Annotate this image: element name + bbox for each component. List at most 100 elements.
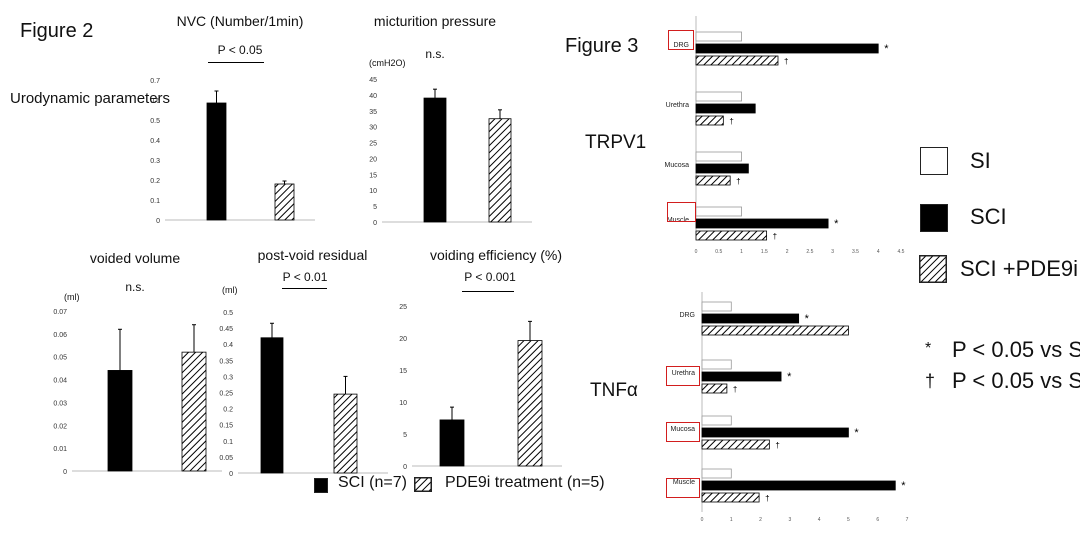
trpv1-muscle-highlight	[667, 202, 696, 222]
ytick-label: 0.45	[219, 326, 233, 333]
bar-sci	[695, 103, 756, 114]
figure2-title: Figure 2	[20, 20, 94, 42]
micturition-title: micturition pressure	[373, 13, 497, 29]
category-label: Muscle	[667, 217, 689, 224]
bar-sci	[423, 97, 447, 223]
ytick-label: 0.07	[53, 309, 67, 316]
legend-sci-label-fig3: SCI	[970, 204, 1007, 229]
nvc-chart: 0 0.1 0.2 0.3 0.4 0.5 0.6 0.7	[150, 78, 315, 225]
ytick-label: 0.02	[53, 423, 67, 430]
trpv1-chart: 0 0.5 1 1.5 2 2.5 3 3.5 4 4.5 DRG * † Urethra † Mucosa †…	[664, 16, 905, 255]
ytick-label: 0.1	[223, 439, 233, 446]
voided-unit: (ml)	[64, 292, 80, 302]
xtick-label: 3	[831, 249, 834, 255]
efficiency-significance: P < 0.001	[464, 270, 516, 284]
bar-si	[701, 301, 732, 312]
bar-sci	[107, 370, 133, 472]
legend-treatment-label: PDE9i treatment (n=5)	[445, 474, 605, 491]
category-label: DRG	[673, 42, 689, 49]
bar-sci	[695, 43, 879, 54]
efficiency-chart: 0 5 10 15 20 25	[399, 304, 562, 471]
significance-marker: †	[765, 494, 769, 503]
ytick-label: 25	[369, 141, 377, 148]
ytick-label: 0.3	[150, 158, 160, 165]
bar-sci-pde9i	[695, 55, 779, 66]
category-label: Urethra	[666, 102, 689, 109]
voided-chart: 0 0.01 0.02 0.03 0.04 0.05 0.06 0.07	[53, 309, 222, 476]
ytick-label: 15	[399, 368, 407, 375]
note-dagger-text: P < 0.05 vs SCI	[952, 368, 1080, 393]
ytick-label: 10	[399, 400, 407, 407]
bar-pde9i	[181, 351, 207, 472]
efficiency-title: voiding efficiency (%)	[430, 247, 563, 263]
xtick-label: 3.5	[852, 249, 859, 255]
bar-pde9i	[488, 118, 512, 223]
legend-pde9i-swatch	[919, 255, 947, 283]
ytick-label: 25	[399, 304, 407, 311]
ytick-label: 0.2	[223, 407, 233, 414]
ytick-label: 0.35	[219, 358, 233, 365]
significance-marker: *	[805, 313, 810, 325]
ytick-label: 0.25	[219, 391, 233, 398]
bar-sci-pde9i	[695, 115, 724, 126]
bar-sci-pde9i	[701, 325, 849, 336]
bar-si	[701, 468, 732, 479]
category-label: Muscle	[673, 479, 695, 486]
ytick-label: 0.04	[53, 378, 67, 385]
significance-marker: *	[787, 371, 792, 383]
bar-pde9i	[333, 393, 358, 474]
xtick-label: 6	[876, 517, 879, 523]
residual-chart: 0 0.05 0.1 0.15 0.2 0.25 0.3 0.35 0.4 0.45 0.5	[219, 310, 388, 478]
xtick-label: 1	[740, 249, 743, 255]
xtick-label: 2.5	[806, 249, 813, 255]
trpv1-drg-highlight	[668, 30, 694, 50]
trpv1-label: TRPV1	[585, 132, 647, 153]
ytick-label: 45	[369, 77, 377, 84]
bar-sci	[701, 427, 849, 438]
category-label: Mucosa	[670, 426, 695, 433]
micturition-chart: 0 5 10 15 20 25 30 35 40 45	[369, 77, 532, 227]
tnfa-chart: 0 1 2 3 4 5 6 7 DRG * Urethra * † Mucosa * † Muscle * †	[670, 292, 909, 523]
ytick-label: 15	[369, 172, 377, 179]
ytick-label: 10	[369, 188, 377, 195]
voided-significance: n.s.	[125, 280, 145, 294]
note-star-text: P < 0.05 vs SI	[952, 337, 1080, 362]
ytick-label: 0.03	[53, 400, 67, 407]
ytick-label: 0.5	[150, 118, 160, 125]
bar-sci	[701, 313, 800, 324]
residual-title: post-void residual	[257, 247, 368, 263]
ytick-label: 30	[369, 125, 377, 132]
ytick-label: 0.05	[53, 355, 67, 362]
ytick-label: 0.4	[223, 342, 233, 349]
ytick-label: 0.01	[53, 446, 67, 453]
residual-unit: (ml)	[222, 285, 238, 295]
category-label: Mucosa	[664, 162, 689, 169]
bar-pde9i	[517, 340, 543, 467]
significance-marker: †	[729, 117, 733, 126]
nvc-significance: P < 0.05	[217, 43, 263, 57]
bar-si	[695, 206, 742, 217]
ytick-label: 0.06	[53, 332, 67, 339]
ytick-label: 0.3	[223, 374, 233, 381]
nvc-title: NVC (Number/1min)	[176, 13, 304, 29]
ytick-label: 0	[229, 471, 233, 478]
xtick-label: 4	[877, 249, 880, 255]
legend-sci-swatch-fig3	[920, 204, 948, 232]
significance-marker: †	[736, 177, 740, 186]
xtick-label: 4.5	[898, 249, 905, 255]
ytick-label: 0	[373, 220, 377, 227]
tnfa-muscle-highlight	[666, 478, 700, 498]
note-dagger-symbol: †	[925, 371, 936, 391]
xtick-label: 4	[818, 517, 821, 523]
significance-marker: †	[784, 57, 788, 66]
ytick-label: 20	[369, 156, 377, 163]
bar-sci-pde9i	[701, 383, 728, 394]
legend-sci-swatch	[314, 478, 328, 493]
figure3-title: Figure 3	[565, 35, 639, 57]
xtick-label: 2	[786, 249, 789, 255]
ytick-label: 0.4	[150, 138, 160, 145]
bar-sci-pde9i	[701, 439, 770, 450]
ytick-label: 20	[399, 336, 407, 343]
xtick-label: 2	[759, 517, 762, 523]
legend-si-label: SI	[970, 148, 991, 173]
